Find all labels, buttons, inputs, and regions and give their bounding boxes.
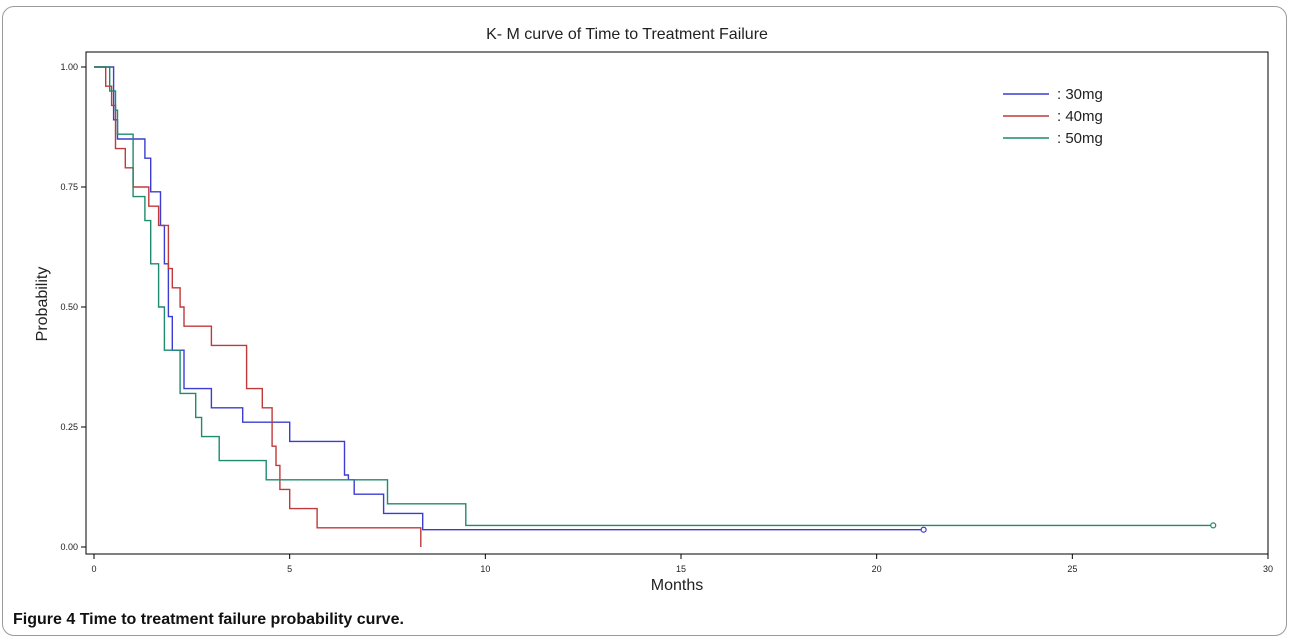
legend: : 30mg : 40mg : 50mg xyxy=(1003,86,1103,147)
y-tick-label: 0.00 xyxy=(60,542,78,552)
x-axis: 0 5 10 15 20 25 30 xyxy=(91,554,1273,574)
x-axis-label: Months xyxy=(651,577,703,594)
x-tick-label: 25 xyxy=(1067,564,1077,574)
legend-label-2: : 40mg xyxy=(1057,108,1103,125)
x-tick-label: 10 xyxy=(480,564,490,574)
x-tick-label: 20 xyxy=(872,564,882,574)
series-line-2 xyxy=(94,66,422,547)
figure-caption-text: Time to treatment failure probability cu… xyxy=(79,611,404,628)
y-tick-label: 0.75 xyxy=(60,182,78,192)
figure-caption: Figure 4 Time to treatment failure proba… xyxy=(13,611,404,629)
censor-mark-3 xyxy=(1210,522,1217,529)
km-chart: K- M curve of Time to Treatment Failure … xyxy=(34,26,1273,594)
figure-label: Figure 4 xyxy=(13,611,76,628)
legend-label-1: : 30mg xyxy=(1057,86,1103,103)
series-line-1 xyxy=(94,66,924,531)
y-axis: 0.00 0.25 0.50 0.75 1.00 xyxy=(60,62,86,552)
y-tick-label: 0.50 xyxy=(60,302,78,312)
x-tick-label: 5 xyxy=(287,564,292,574)
y-tick-label: 0.25 xyxy=(60,422,78,432)
series-line-3 xyxy=(94,66,1214,527)
x-tick-label: 15 xyxy=(676,564,686,574)
x-tick-label: 0 xyxy=(91,564,96,574)
series-layer xyxy=(94,66,1217,547)
y-tick-label: 1.00 xyxy=(60,62,78,72)
censor-mark-1 xyxy=(920,526,927,533)
x-tick-label: 30 xyxy=(1263,564,1273,574)
plot-area xyxy=(85,51,1269,555)
legend-label-3: : 50mg xyxy=(1057,130,1103,147)
chart-title: K- M curve of Time to Treatment Failure xyxy=(486,26,768,43)
y-axis-label: Probability xyxy=(34,267,51,342)
figure-frame: K- M curve of Time to Treatment Failure … xyxy=(2,6,1287,636)
